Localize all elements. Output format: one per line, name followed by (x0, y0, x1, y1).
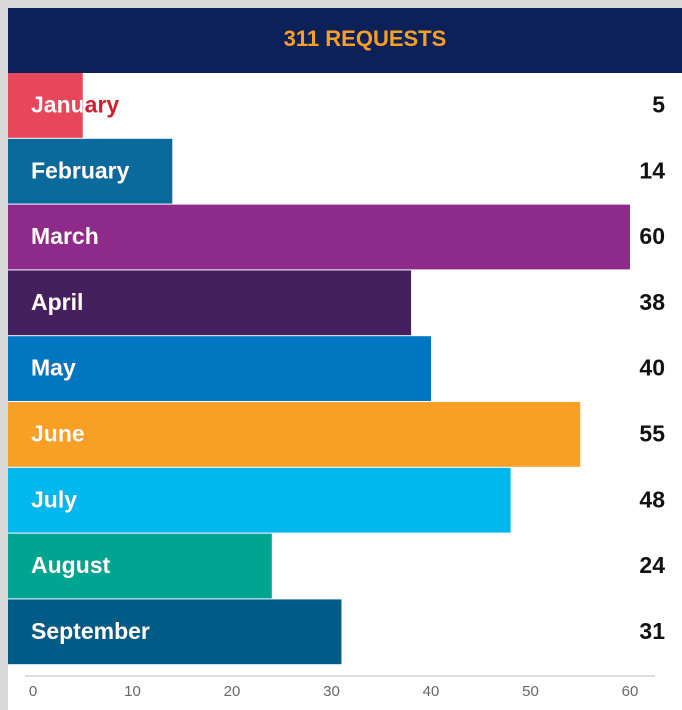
category-label: August (31, 552, 111, 578)
category-label: July (31, 486, 77, 512)
bar (8, 73, 83, 138)
category-label: May (31, 355, 76, 381)
x-tick-label: 40 (423, 683, 440, 700)
category-label: September (31, 618, 150, 644)
bar (8, 533, 272, 599)
bar (8, 402, 581, 467)
category-label: February (31, 157, 130, 183)
x-tick-label: 30 (323, 683, 340, 700)
value-label: 40 (639, 355, 665, 381)
bar (8, 336, 431, 401)
category-label: January (31, 91, 119, 117)
x-tick-label: 50 (522, 683, 539, 700)
category-label: July (31, 486, 77, 512)
value-label: 60 (639, 223, 665, 249)
x-tick-label: 0 (29, 683, 37, 700)
bar (8, 270, 412, 336)
bar (8, 204, 630, 270)
x-tick-label: 10 (124, 683, 141, 700)
x-tick-label: 60 (622, 683, 639, 700)
category-label: March (31, 223, 99, 249)
category-label: March (31, 223, 99, 249)
category-label: April (31, 289, 83, 315)
value-label: 31 (639, 618, 665, 644)
category-label: August (31, 552, 111, 578)
category-label: May (31, 355, 76, 381)
x-tick-label: 20 (224, 683, 241, 700)
category-label: February (31, 157, 130, 183)
value-label: 55 (639, 420, 665, 446)
value-label: 24 (639, 552, 665, 578)
value-label: 38 (639, 289, 665, 315)
chart-title: 311 REQUESTS (284, 26, 447, 51)
value-label: 14 (639, 157, 665, 183)
bar (8, 467, 511, 533)
value-label: 5 (652, 91, 665, 117)
category-label: June (31, 420, 85, 446)
category-label: April (31, 289, 83, 315)
category-label: January (31, 91, 119, 117)
header (8, 8, 682, 73)
category-label: June (31, 420, 85, 446)
bar (8, 599, 342, 665)
bar (8, 138, 173, 204)
category-label: September (31, 618, 150, 644)
value-label: 48 (639, 486, 665, 512)
